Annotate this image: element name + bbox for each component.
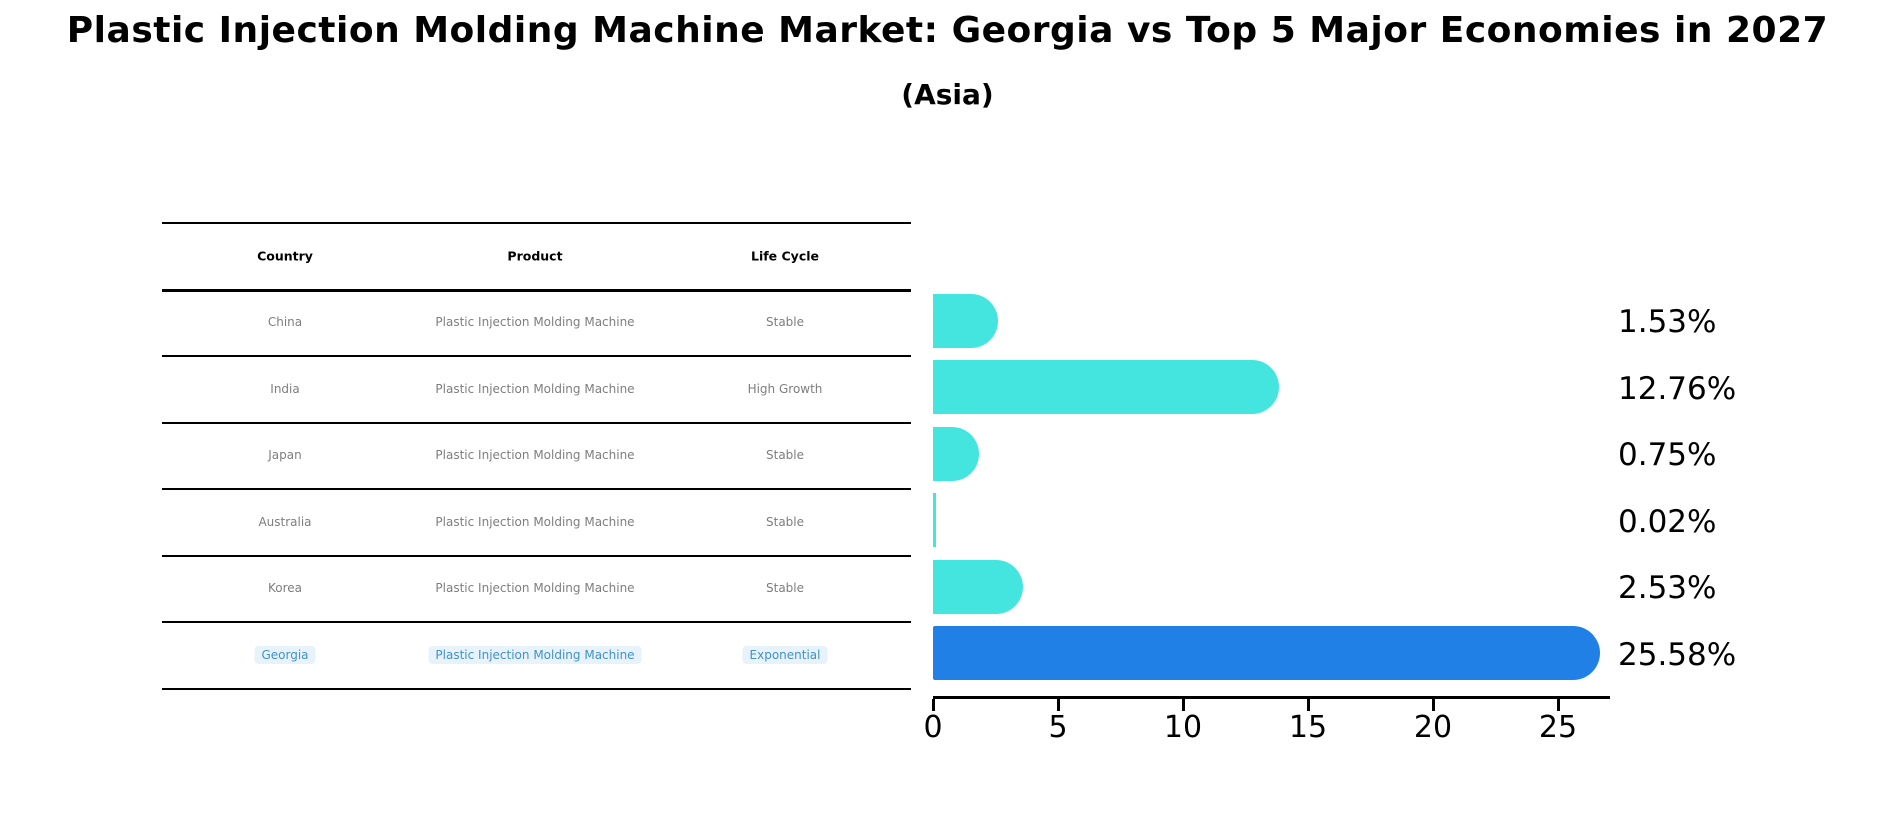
- table-header-cell: Product: [507, 248, 563, 263]
- table-cell-product: Plastic Injection Molding Machine: [435, 382, 634, 396]
- bar-value-label: 2.53%: [1618, 570, 1717, 606]
- x-axis-tick-label: 10: [1163, 710, 1203, 745]
- table-cell-life_cycle: Stable: [766, 315, 804, 329]
- table-cell-text: Stable: [765, 514, 805, 529]
- table-row-line: [162, 555, 911, 557]
- table-cell-text: India: [270, 381, 300, 396]
- x-axis-tick: [1056, 699, 1060, 711]
- table-header-cell: Life Cycle: [750, 248, 820, 263]
- table-cell-product: Plastic Injection Molding Machine: [435, 315, 634, 329]
- table-row-line: [162, 488, 911, 490]
- x-axis-tick: [1306, 699, 1310, 711]
- table-cell-product: Plastic Injection Molding Machine: [435, 448, 634, 462]
- table-cell-text: Exponential: [742, 645, 828, 664]
- x-axis: [933, 696, 1610, 699]
- table-cell-text: Stable: [765, 448, 805, 462]
- bar-value-label: 1.53%: [1618, 304, 1717, 340]
- table-cell-life_cycle: High Growth: [748, 382, 823, 396]
- bar-india: [933, 360, 1279, 414]
- chart-subtitle: (Asia): [901, 78, 994, 111]
- x-axis-tick: [1431, 699, 1435, 711]
- table-cell-life_cycle: Stable: [766, 448, 804, 462]
- x-axis-tick: [931, 699, 935, 711]
- table-cell-text: Plastic Injection Molding Machine: [428, 645, 642, 664]
- table-cell-text: High Growth: [747, 381, 823, 396]
- table-row-line: [162, 688, 911, 690]
- table-cell-text: Stable: [765, 315, 805, 329]
- bar-korea: [933, 560, 1024, 614]
- bar-value-label: 25.58%: [1618, 636, 1737, 673]
- table-cell-life_cycle: Stable: [766, 515, 804, 529]
- table-cell-text: Plastic Injection Molding Machine: [435, 448, 635, 462]
- bar-georgia: [933, 626, 1600, 680]
- bar-value-label: 12.76%: [1618, 370, 1737, 407]
- x-axis-tick-label: 5: [1048, 710, 1068, 745]
- table-row-line: [162, 422, 911, 424]
- x-axis-tick: [1181, 699, 1185, 711]
- table-cell-text: China: [267, 315, 303, 329]
- table-cell-text: Plastic Injection Molding Machine: [435, 581, 635, 595]
- bar-japan: [933, 427, 979, 481]
- table-row-line: [162, 355, 911, 357]
- x-axis-tick-label: 20: [1413, 710, 1453, 745]
- table-cell-country: Korea: [268, 581, 302, 595]
- table-row-line: [162, 621, 911, 623]
- bar-china: [933, 294, 999, 348]
- table-cell-country: Japan: [268, 448, 301, 462]
- table-header-cell: Country: [257, 248, 313, 263]
- chart-title: Plastic Injection Molding Machine Market…: [66, 10, 1829, 51]
- table-cell-country: Australia: [258, 515, 311, 529]
- table-cell-text: Plastic Injection Molding Machine: [435, 381, 635, 396]
- table-cell-product: Plastic Injection Molding Machine: [435, 581, 634, 595]
- table-cell-country: India: [270, 382, 299, 396]
- table-cell-life_cycle: Exponential: [742, 645, 828, 664]
- table-cell-product: Plastic Injection Molding Machine: [428, 645, 642, 664]
- x-axis-tick: [1556, 699, 1560, 711]
- x-axis-tick-label: 25: [1538, 710, 1578, 745]
- x-axis-tick-label: 0: [923, 710, 943, 745]
- table-cell-country: China: [268, 315, 302, 329]
- table-row-line: [162, 289, 911, 292]
- table-cell-text: Plastic Injection Molding Machine: [435, 514, 635, 529]
- table-cell-text: Stable: [765, 581, 805, 595]
- table-cell-text: Australia: [258, 514, 312, 529]
- table-cell-life_cycle: Stable: [766, 581, 804, 595]
- table-cell-text: Korea: [267, 581, 303, 595]
- table-cell-text: Japan: [268, 448, 302, 462]
- table-row-line: [162, 222, 911, 224]
- table-cell-product: Plastic Injection Molding Machine: [435, 515, 634, 529]
- bar-australia: [933, 493, 936, 547]
- bar-value-label: 0.75%: [1618, 437, 1717, 473]
- table-cell-text: Plastic Injection Molding Machine: [435, 315, 635, 329]
- x-axis-tick-label: 15: [1288, 710, 1328, 745]
- table-cell-text: Georgia: [254, 645, 316, 664]
- table-cell-country: Georgia: [254, 645, 316, 664]
- bar-value-label: 0.02%: [1618, 503, 1717, 540]
